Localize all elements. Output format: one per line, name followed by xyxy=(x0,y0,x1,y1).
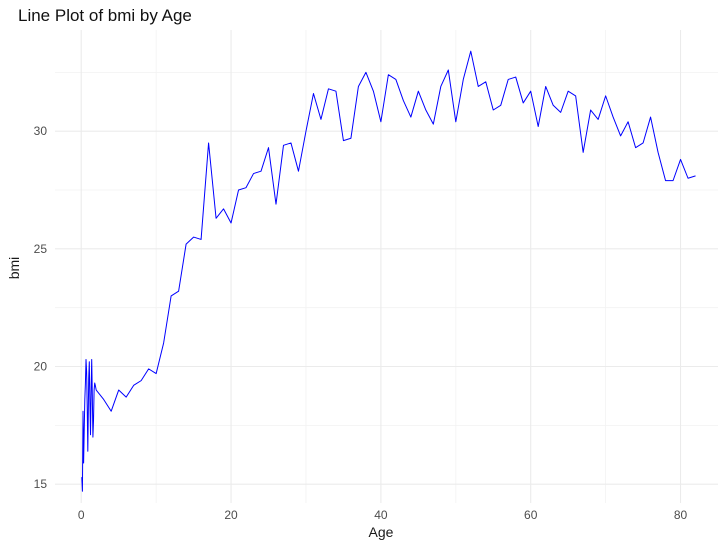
y-axis-title: bmi xyxy=(6,257,22,280)
x-axis-title: Age xyxy=(369,524,394,540)
x-tick-label: 60 xyxy=(524,508,538,522)
x-tick-label: 20 xyxy=(224,508,238,522)
y-axis-ticks: 15 20 25 30 xyxy=(34,124,48,491)
x-tick-label: 40 xyxy=(374,508,388,522)
series-layer xyxy=(81,50,696,492)
series-line xyxy=(81,50,696,492)
x-tick-label: 80 xyxy=(674,508,688,522)
major-grid xyxy=(55,30,718,503)
x-tick-label: 0 xyxy=(78,508,85,522)
y-tick-label: 30 xyxy=(34,124,48,138)
y-tick-label: 15 xyxy=(34,477,48,491)
minor-grid xyxy=(55,30,718,503)
x-axis-ticks: 0 20 40 60 80 xyxy=(78,508,688,522)
chart-title: Line Plot of bmi by Age xyxy=(18,6,192,25)
y-tick-label: 25 xyxy=(34,242,48,256)
y-tick-label: 20 xyxy=(34,360,48,374)
